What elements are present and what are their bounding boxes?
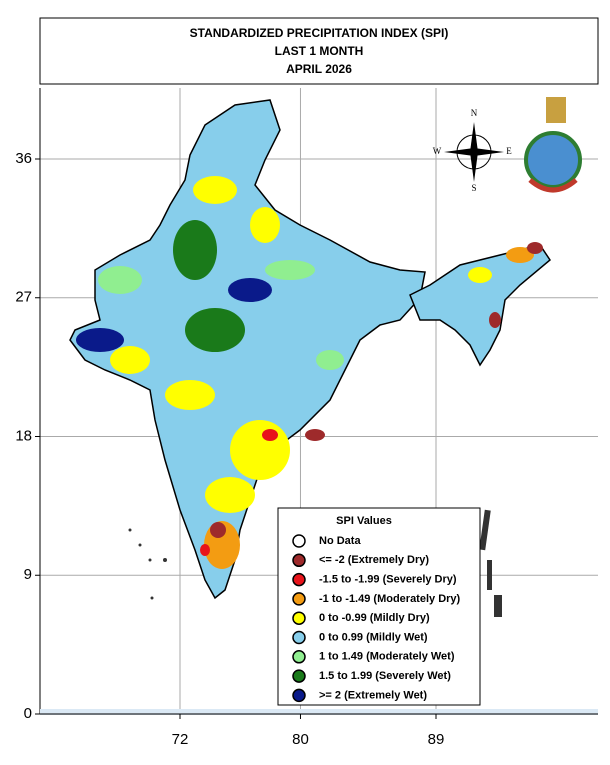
legend-title: SPI Values	[336, 515, 392, 527]
compass-rose: N E S W	[433, 108, 513, 193]
legend-label: 1.5 to 1.99 (Severely Wet)	[319, 670, 451, 682]
x-tick-label: 89	[428, 731, 445, 748]
compass-label: N	[471, 108, 478, 118]
legend-label: 0 to -0.99 (Mildly Dry)	[319, 612, 430, 624]
compass-label: S	[471, 183, 476, 193]
legend-swatch	[292, 592, 306, 606]
title-line: STANDARDIZED PRECIPITATION INDEX (SPI)	[190, 26, 449, 40]
legend-label: >= 2 (Extremely Wet)	[319, 689, 427, 701]
legend-swatch	[292, 553, 306, 568]
title-line: LAST 1 MONTH	[275, 44, 364, 58]
legend-swatch	[292, 688, 306, 703]
legend: No Data <= -2 (Extremely Dry) -1.5 to -1.9…	[292, 534, 461, 703]
legend-swatch	[292, 650, 306, 664]
y-tick-label: 9	[24, 566, 32, 583]
islands	[128, 509, 502, 617]
compass-label: W	[433, 146, 442, 156]
northeast	[409, 244, 551, 367]
compass-label: E	[506, 146, 512, 156]
legend-label: <= -2 (Extremely Dry)	[319, 554, 429, 566]
y-tick-label: 27	[15, 289, 32, 306]
legend-swatch	[292, 669, 306, 683]
legend-label: 0 to 0.99 (Mildly Wet)	[319, 631, 428, 643]
spi-patches	[76, 176, 543, 569]
y-tick-label: 36	[15, 150, 32, 167]
frame-strip	[40, 709, 598, 715]
imd-logo	[524, 97, 582, 193]
legend-label: 1 to 1.49 (Moderately Wet)	[319, 651, 455, 663]
legend-label: No Data	[319, 535, 361, 547]
y-tick-label: 0	[24, 705, 32, 722]
x-tick-label: 80	[292, 731, 309, 748]
legend-swatch	[292, 611, 306, 625]
y-tick-label: 18	[15, 427, 32, 444]
x-tick-label: 72	[172, 731, 189, 748]
axis-ticks: 0 9 18 27 36 72 80 89	[15, 150, 444, 748]
legend-label: -1.5 to -1.99 (Severely Dry)	[319, 574, 457, 586]
legend-swatch	[292, 572, 306, 587]
title-line: APRIL 2026	[286, 62, 352, 76]
legend-swatch	[292, 630, 306, 645]
legend-swatch	[292, 534, 306, 548]
legend-label: -1 to -1.49 (Moderately Dry)	[319, 593, 461, 605]
title-box	[39, 17, 599, 85]
legend-box	[277, 507, 481, 706]
